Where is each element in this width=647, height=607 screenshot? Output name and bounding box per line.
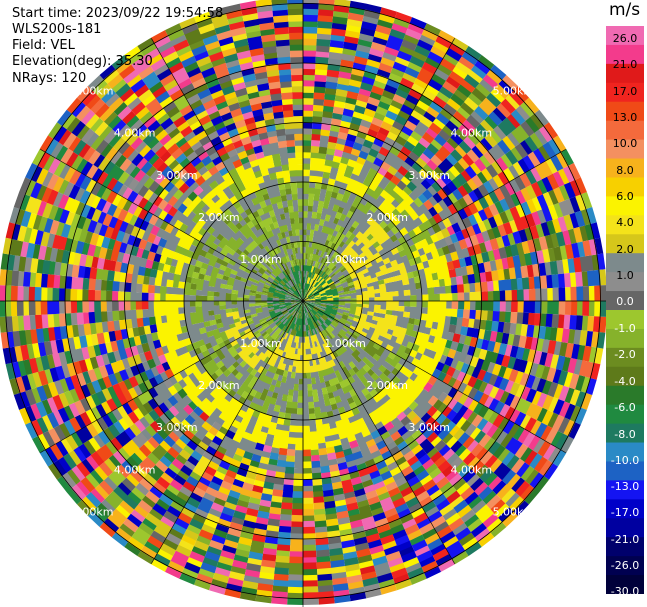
azimuth-spoke: [40, 149, 304, 302]
colorbar-tick-label: -21.0: [610, 533, 640, 546]
azimuth-spoke: [302, 149, 566, 302]
colorbar-unit: m/s: [609, 0, 641, 20]
range-label: 5.00km: [493, 505, 535, 518]
colorbar-tick-label: -13.0: [610, 480, 640, 493]
colorbar-segment: [606, 556, 644, 576]
colorbar-tick-label: 1.0: [616, 269, 634, 282]
colorbar-segment: [606, 158, 644, 178]
colorbar-tick-label: 4.0: [616, 216, 634, 229]
range-label: 5.00km: [72, 85, 114, 98]
colorbar-tick-label: 8.0: [616, 164, 634, 177]
colorbar-segment: [606, 461, 644, 481]
gate-group: [5, 4, 582, 605]
colorbar-tick-label: -30.0: [610, 585, 640, 598]
colorbar-segment: [606, 499, 644, 519]
range-label: 1.00km: [240, 253, 282, 266]
range-label: 2.00km: [366, 379, 408, 392]
colorbar-segment: [606, 347, 644, 368]
colorbar-segment: [606, 366, 644, 387]
range-label: 4.00km: [451, 127, 493, 140]
range-labels: 1.00km 1.00km 1.00km 1.00km 2.00km 2.00km 2.00…: [72, 85, 534, 519]
colorbar-tick-label: -4.0: [614, 375, 636, 388]
colorbar-segment: [606, 385, 644, 406]
colorbar-segment: [606, 442, 644, 462]
colorbar-segment: [606, 101, 644, 122]
colorbar-segment: [606, 196, 644, 216]
colorbar-segment: [606, 310, 644, 330]
range-label: 3.00km: [408, 169, 450, 182]
colorbar-segment: [606, 404, 644, 425]
colorbar-tick-label: 2.0: [616, 243, 634, 256]
colorbar-segment: [606, 215, 644, 235]
field-text: Field: VEL: [12, 38, 75, 53]
colorbar-tick-label: -8.0: [614, 428, 636, 441]
range-label: 2.00km: [366, 211, 408, 224]
gate-group: [0, 16, 595, 596]
colorbar-tick-label: -17.0: [610, 506, 640, 519]
range-label: 1.00km: [324, 253, 366, 266]
colorbar-tick-label: 13.0: [612, 111, 638, 124]
colorbar-tick-label: -10.0: [610, 454, 640, 467]
colorbar-segment: [606, 177, 644, 197]
colorbar: [606, 26, 644, 594]
colorbar-segment: [606, 139, 644, 160]
colorbar-tick-label: 10.0: [612, 137, 638, 150]
colorbar-segment: [606, 423, 644, 444]
colorbar-segment: [606, 44, 644, 65]
ppi-plot: 1.00km 1.00km 1.00km 1.00km 2.00km 2.00km 2.00…: [0, 0, 606, 607]
colorbar-tick-label: -2.0: [614, 348, 636, 361]
azimuth-spoke: [40, 300, 304, 453]
colorbar-segment: [606, 272, 644, 292]
range-label: 2.00km: [198, 379, 240, 392]
gate-group: [9, 15, 583, 596]
colorbar-segment: [606, 82, 644, 103]
range-label: 3.00km: [156, 169, 198, 182]
range-label: 4.00km: [114, 463, 156, 476]
colorbar-segment: [606, 291, 644, 311]
colorbar-segment: [606, 575, 644, 594]
range-label: 5.00km: [493, 85, 535, 98]
colorbar-segment: [606, 234, 644, 254]
elevation-text: Elevation(deg): 35.30: [12, 54, 153, 69]
range-label: 1.00km: [240, 337, 282, 350]
colorbar-tick-label: 21.0: [612, 58, 638, 71]
colorbar-segment: [606, 26, 644, 46]
colorbar-tick-label: 26.0: [612, 32, 638, 45]
nrays-text: NRays: 120: [12, 71, 87, 86]
azimuth-spoke: [151, 300, 304, 564]
range-label: 4.00km: [451, 463, 493, 476]
azimuth-spoke: [151, 38, 304, 302]
range-rings: [0, 0, 606, 607]
azimuth-spoke: [302, 38, 455, 302]
colorbar-tick-label: 0.0: [616, 295, 634, 308]
colorbar-tick-label: -6.0: [614, 401, 636, 414]
colorbar-segment: [606, 537, 644, 557]
colorbar-segment: [606, 480, 644, 500]
azimuth-spoke: [302, 300, 566, 453]
colorbar-segment: [606, 518, 644, 538]
range-label: 3.00km: [408, 421, 450, 434]
range-label: 2.00km: [198, 211, 240, 224]
start-time-text: Start time: 2023/09/22 19:54:58: [12, 6, 224, 21]
colorbar-tick-label: 6.0: [616, 190, 634, 203]
colorbar-tick-label: -1.0: [614, 322, 636, 335]
colorbar-segment: [606, 328, 644, 349]
range-label: 1.00km: [324, 337, 366, 350]
gate-group: [17, 0, 576, 605]
colorbar-tick-label: 17.0: [612, 85, 638, 98]
range-label: 3.00km: [156, 421, 198, 434]
azimuth-spoke: [302, 300, 455, 564]
colorbar-segment: [606, 253, 644, 273]
instrument-text: WLS200s-181: [12, 22, 102, 37]
colorbar-tick-label: -26.0: [610, 559, 640, 572]
range-label: 4.00km: [114, 127, 156, 140]
colorbar-segment: [606, 120, 644, 141]
gate-group: [10, 0, 570, 598]
range-label: 5.00km: [72, 505, 114, 518]
gate-group: [0, 6, 574, 605]
colorbar-segment: [606, 63, 644, 84]
